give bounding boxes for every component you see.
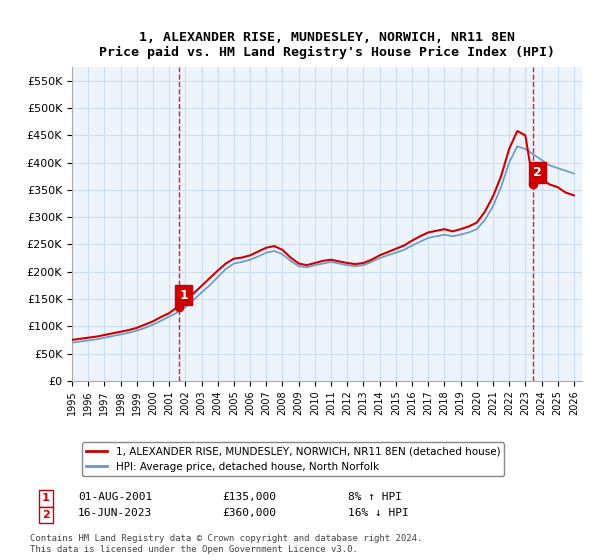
Text: 01-AUG-2001: 01-AUG-2001 [78, 492, 152, 502]
Text: 16-JUN-2023: 16-JUN-2023 [78, 508, 152, 519]
Title: 1, ALEXANDER RISE, MUNDESLEY, NORWICH, NR11 8EN
Price paid vs. HM Land Registry': 1, ALEXANDER RISE, MUNDESLEY, NORWICH, N… [99, 31, 555, 59]
Text: 1: 1 [42, 493, 50, 503]
Legend: 1, ALEXANDER RISE, MUNDESLEY, NORWICH, NR11 8EN (detached house), HPI: Average p: 1, ALEXANDER RISE, MUNDESLEY, NORWICH, N… [82, 442, 505, 476]
Text: 2: 2 [533, 166, 542, 179]
Text: 2: 2 [42, 510, 50, 520]
Text: 16% ↓ HPI: 16% ↓ HPI [348, 508, 409, 519]
Text: Contains HM Land Registry data © Crown copyright and database right 2024.
This d: Contains HM Land Registry data © Crown c… [30, 534, 422, 554]
Text: £135,000: £135,000 [222, 492, 276, 502]
Text: £360,000: £360,000 [222, 508, 276, 519]
Text: 8% ↑ HPI: 8% ↑ HPI [348, 492, 402, 502]
Text: 1: 1 [179, 288, 188, 302]
